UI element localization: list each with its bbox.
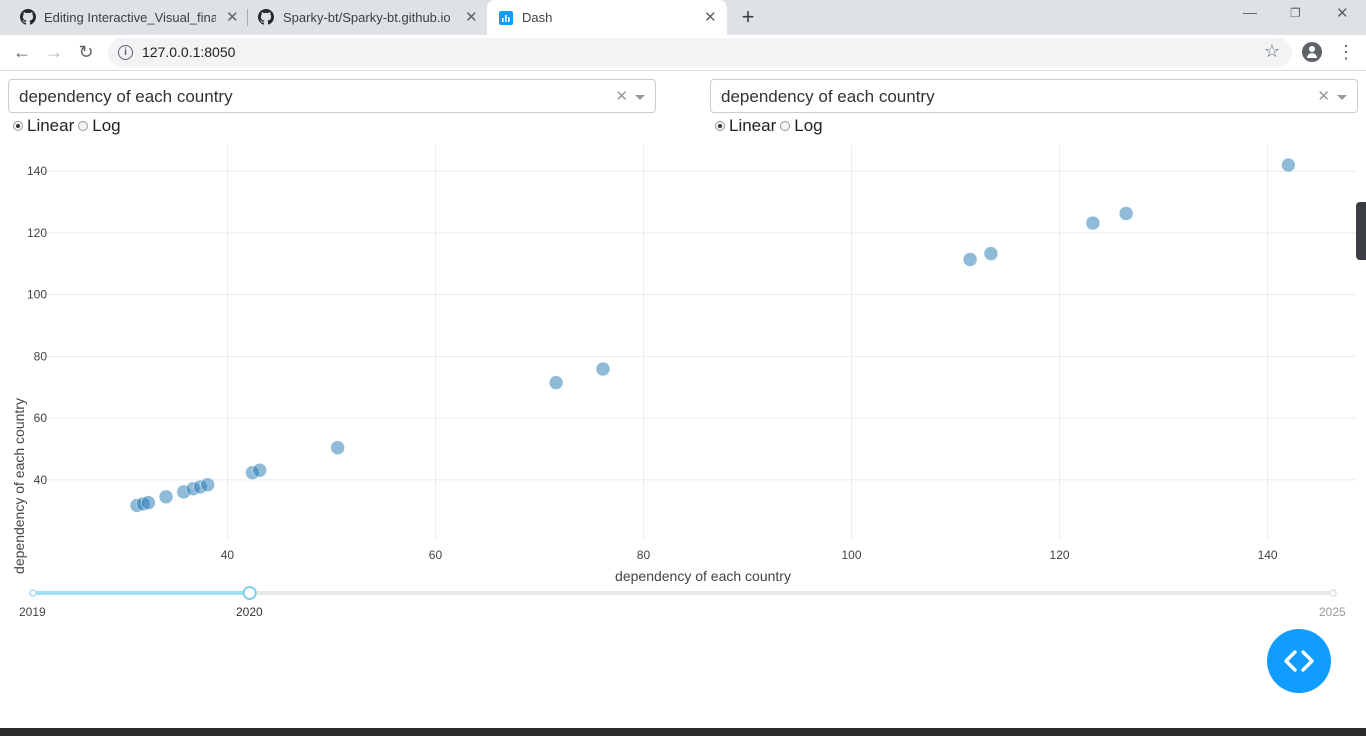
data-point[interactable] bbox=[595, 361, 611, 377]
data-point[interactable] bbox=[200, 477, 215, 493]
x-tick-label: 60 bbox=[429, 548, 443, 562]
tab-title: Dash bbox=[522, 10, 553, 25]
profile-avatar-icon[interactable] bbox=[1302, 42, 1322, 62]
data-point[interactable] bbox=[1085, 215, 1101, 231]
data-point[interactable] bbox=[1281, 157, 1296, 173]
data-point[interactable] bbox=[158, 489, 174, 505]
x-tick-label: 140 bbox=[1258, 548, 1278, 562]
side-panel-handle[interactable] bbox=[1356, 202, 1366, 260]
reload-icon[interactable]: ↻ bbox=[78, 42, 94, 62]
close-tab-icon[interactable]: ✕ bbox=[226, 9, 239, 26]
y-dropdown-value: dependency of each country bbox=[721, 87, 935, 106]
scatter-chart[interactable]: 40 60 80 100 120 140 40 60 80 100 120 140 dependen… bbox=[0, 140, 1366, 590]
clear-selection-icon[interactable]: ✕ bbox=[615, 88, 628, 105]
tab-title: Editing Interactive_Visual_final bbox=[44, 10, 216, 25]
chevron-down-icon[interactable] bbox=[1337, 95, 1347, 100]
y-axis-dropdown[interactable]: dependency of each country ✕ bbox=[710, 79, 1358, 113]
slider-dot-start[interactable] bbox=[29, 589, 37, 597]
radio-label: Linear bbox=[27, 116, 75, 135]
back-arrow-icon[interactable]: ← bbox=[13, 42, 31, 62]
y-tick-label: 60 bbox=[34, 411, 48, 425]
x-scale-log-radio[interactable]: Log bbox=[78, 116, 121, 136]
y-axis-label: dependency of each country bbox=[11, 398, 27, 574]
x-axis-ticks: 40 60 80 100 120 140 bbox=[221, 548, 1278, 562]
tab-sparky-bt[interactable]: Sparky-bt/Sparky-bt.github.io ✕ bbox=[248, 0, 486, 35]
y-scale-radio-group: Linear Log bbox=[715, 116, 827, 136]
bookmark-star-icon[interactable]: ☆ bbox=[1263, 41, 1280, 61]
chevron-down-icon[interactable] bbox=[635, 95, 645, 100]
radio-unchecked-icon[interactable] bbox=[780, 121, 791, 131]
browser-menu-icon[interactable]: ⋮ bbox=[1337, 42, 1355, 62]
tab-separator bbox=[247, 9, 248, 26]
data-point[interactable] bbox=[330, 440, 345, 455]
data-point[interactable] bbox=[141, 495, 156, 510]
clear-selection-icon[interactable]: ✕ bbox=[1317, 88, 1330, 105]
data-point[interactable] bbox=[983, 246, 999, 261]
y-tick-label: 140 bbox=[27, 164, 47, 178]
code-brackets-icon bbox=[1284, 650, 1314, 672]
x-tick-label: 100 bbox=[842, 548, 862, 562]
x-tick-label: 80 bbox=[637, 548, 651, 562]
radio-label: Log bbox=[794, 116, 823, 135]
slider-track bbox=[33, 591, 250, 595]
data-points bbox=[129, 157, 1296, 513]
slider-min-label[interactable]: 2019 bbox=[19, 605, 46, 619]
y-tick-label: 100 bbox=[27, 288, 47, 302]
url-text[interactable]: 127.0.0.1:8050 bbox=[142, 44, 236, 60]
minimize-window-icon[interactable]: — bbox=[1243, 4, 1257, 20]
x-scale-linear-radio[interactable]: Linear bbox=[13, 116, 74, 136]
close-tab-icon[interactable]: ✕ bbox=[704, 9, 717, 26]
y-axis-ticks: 40 60 80 100 120 140 bbox=[27, 164, 47, 487]
tab-title: Sparky-bt/Sparky-bt.github.io bbox=[283, 10, 451, 25]
slider-max-label[interactable]: 2025 bbox=[1319, 605, 1346, 619]
restore-window-icon[interactable]: ❐ bbox=[1290, 6, 1301, 20]
data-point[interactable] bbox=[252, 463, 267, 478]
github-icon bbox=[258, 9, 274, 25]
radio-checked-icon[interactable] bbox=[715, 121, 725, 131]
year-slider[interactable] bbox=[0, 584, 1366, 604]
chart-grid bbox=[35, 145, 1356, 540]
os-taskbar bbox=[0, 728, 1366, 736]
y-tick-label: 120 bbox=[27, 226, 47, 240]
y-tick-label: 80 bbox=[34, 349, 48, 363]
close-window-icon[interactable]: ✕ bbox=[1336, 5, 1349, 22]
forward-arrow-icon[interactable]: → bbox=[45, 42, 63, 62]
x-tick-label: 40 bbox=[221, 548, 235, 562]
y-scale-linear-radio[interactable]: Linear bbox=[715, 116, 776, 136]
site-info-icon[interactable]: i bbox=[118, 45, 133, 60]
address-bar[interactable]: i 127.0.0.1:8050 ☆ bbox=[108, 38, 1292, 67]
slider-selected-label[interactable]: 2020 bbox=[236, 605, 263, 619]
radio-unchecked-icon[interactable] bbox=[78, 121, 89, 131]
slider-handle[interactable] bbox=[242, 586, 257, 600]
x-tick-label: 120 bbox=[1050, 548, 1070, 562]
x-scale-radio-group: Linear Log bbox=[13, 116, 125, 136]
radio-checked-icon[interactable] bbox=[13, 121, 23, 131]
data-point[interactable] bbox=[548, 375, 564, 390]
slider-dot-end[interactable] bbox=[1329, 589, 1337, 597]
tab-editing-interactive[interactable]: Editing Interactive_Visual_final ✕ bbox=[8, 0, 246, 35]
data-point[interactable] bbox=[1118, 206, 1134, 221]
github-icon bbox=[20, 9, 36, 25]
new-tab-button[interactable]: + bbox=[741, 4, 755, 29]
slider-rail[interactable] bbox=[33, 591, 1333, 595]
dash-chart-icon bbox=[499, 11, 513, 25]
radio-label: Log bbox=[92, 116, 121, 135]
browser-tab-strip: Editing Interactive_Visual_final ✕ Spark… bbox=[0, 0, 1366, 35]
x-axis-dropdown[interactable]: dependency of each country ✕ bbox=[8, 79, 656, 113]
data-point[interactable] bbox=[962, 252, 978, 267]
close-tab-icon[interactable]: ✕ bbox=[465, 9, 478, 26]
radio-label: Linear bbox=[729, 116, 777, 135]
dash-devtools-button[interactable] bbox=[1267, 629, 1331, 693]
x-axis-label: dependency of each country bbox=[615, 568, 791, 584]
x-dropdown-value: dependency of each country bbox=[19, 87, 233, 106]
tab-dash[interactable]: Dash ✕ bbox=[487, 0, 727, 35]
y-scale-log-radio[interactable]: Log bbox=[780, 116, 823, 136]
browser-toolbar: ← → ↻ i 127.0.0.1:8050 ☆ bbox=[0, 35, 1366, 71]
y-tick-label: 40 bbox=[34, 473, 48, 487]
